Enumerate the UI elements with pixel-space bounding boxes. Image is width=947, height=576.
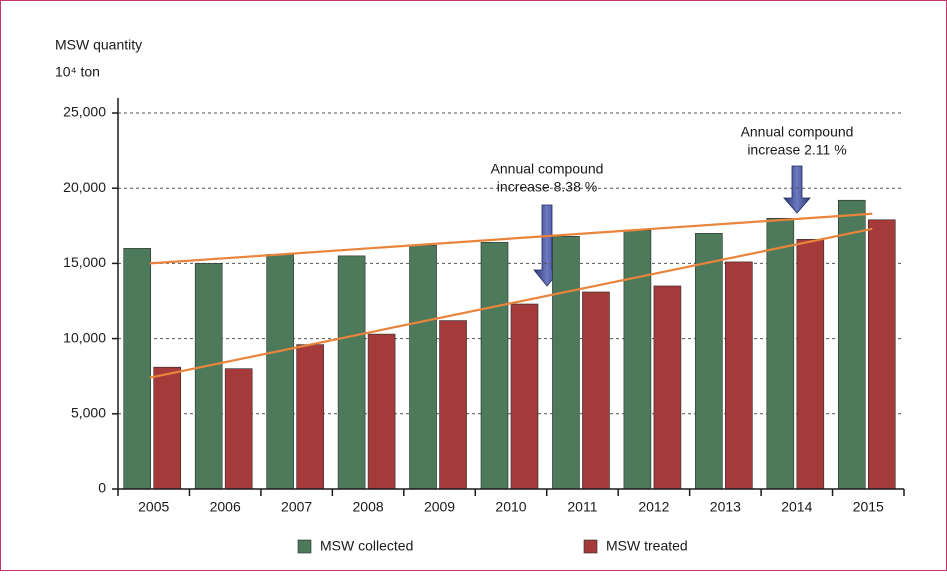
x-tick-label: 2006	[210, 499, 241, 515]
legend-label: MSW collected	[320, 538, 413, 554]
bar	[552, 236, 580, 490]
bar	[409, 245, 437, 490]
legend-label: MSW treated	[606, 538, 688, 554]
bar	[695, 233, 723, 490]
bar	[266, 254, 294, 490]
bar	[766, 217, 795, 490]
bar	[153, 366, 182, 490]
y-tick-label: 20,000	[63, 179, 106, 195]
y-axis-unit: 10⁴ ton	[55, 64, 100, 80]
y-tick-label: 15,000	[63, 254, 106, 270]
bar	[837, 199, 866, 490]
y-tick-label: 5,000	[71, 405, 106, 421]
y-tick-label: 0	[98, 480, 106, 496]
bar	[480, 242, 509, 490]
x-tick-label: 2010	[495, 499, 526, 515]
annotation-arrow	[783, 165, 811, 214]
bar	[224, 368, 253, 490]
x-tick-label: 2005	[138, 499, 169, 515]
annotation-text: increase 2.11 %	[747, 142, 846, 158]
annotation-text: increase 8.38 %	[497, 179, 597, 195]
y-tick-label: 25,000	[63, 104, 106, 120]
annotation-text: Annual compound	[741, 124, 854, 140]
y-axis-label: MSW quantity	[55, 37, 142, 53]
bar	[367, 333, 396, 490]
bar	[337, 255, 366, 490]
bar	[194, 263, 223, 490]
x-tick-label: 2013	[710, 499, 741, 515]
legend-swatch	[297, 539, 312, 554]
x-tick-label: 2012	[638, 499, 669, 515]
bar	[582, 291, 610, 490]
bar	[867, 219, 896, 490]
bar	[796, 239, 825, 490]
bar	[296, 344, 324, 490]
y-tick-label: 10,000	[63, 329, 106, 345]
trend-line	[149, 227, 873, 379]
x-tick-label: 2011	[567, 499, 597, 515]
bar	[510, 303, 539, 490]
x-tick-label: 2015	[853, 499, 884, 515]
x-tick-label: 2007	[281, 499, 312, 515]
trend-line	[149, 212, 873, 265]
bar	[725, 261, 753, 490]
legend-swatch	[583, 539, 598, 554]
x-tick-label: 2009	[424, 499, 455, 515]
bar	[123, 248, 152, 490]
annotation-text: Annual compound	[491, 161, 604, 177]
x-tick-label: 2014	[781, 499, 812, 515]
bar	[653, 285, 682, 490]
x-tick-label: 2008	[353, 499, 384, 515]
bar	[439, 320, 467, 490]
bar	[623, 230, 652, 490]
